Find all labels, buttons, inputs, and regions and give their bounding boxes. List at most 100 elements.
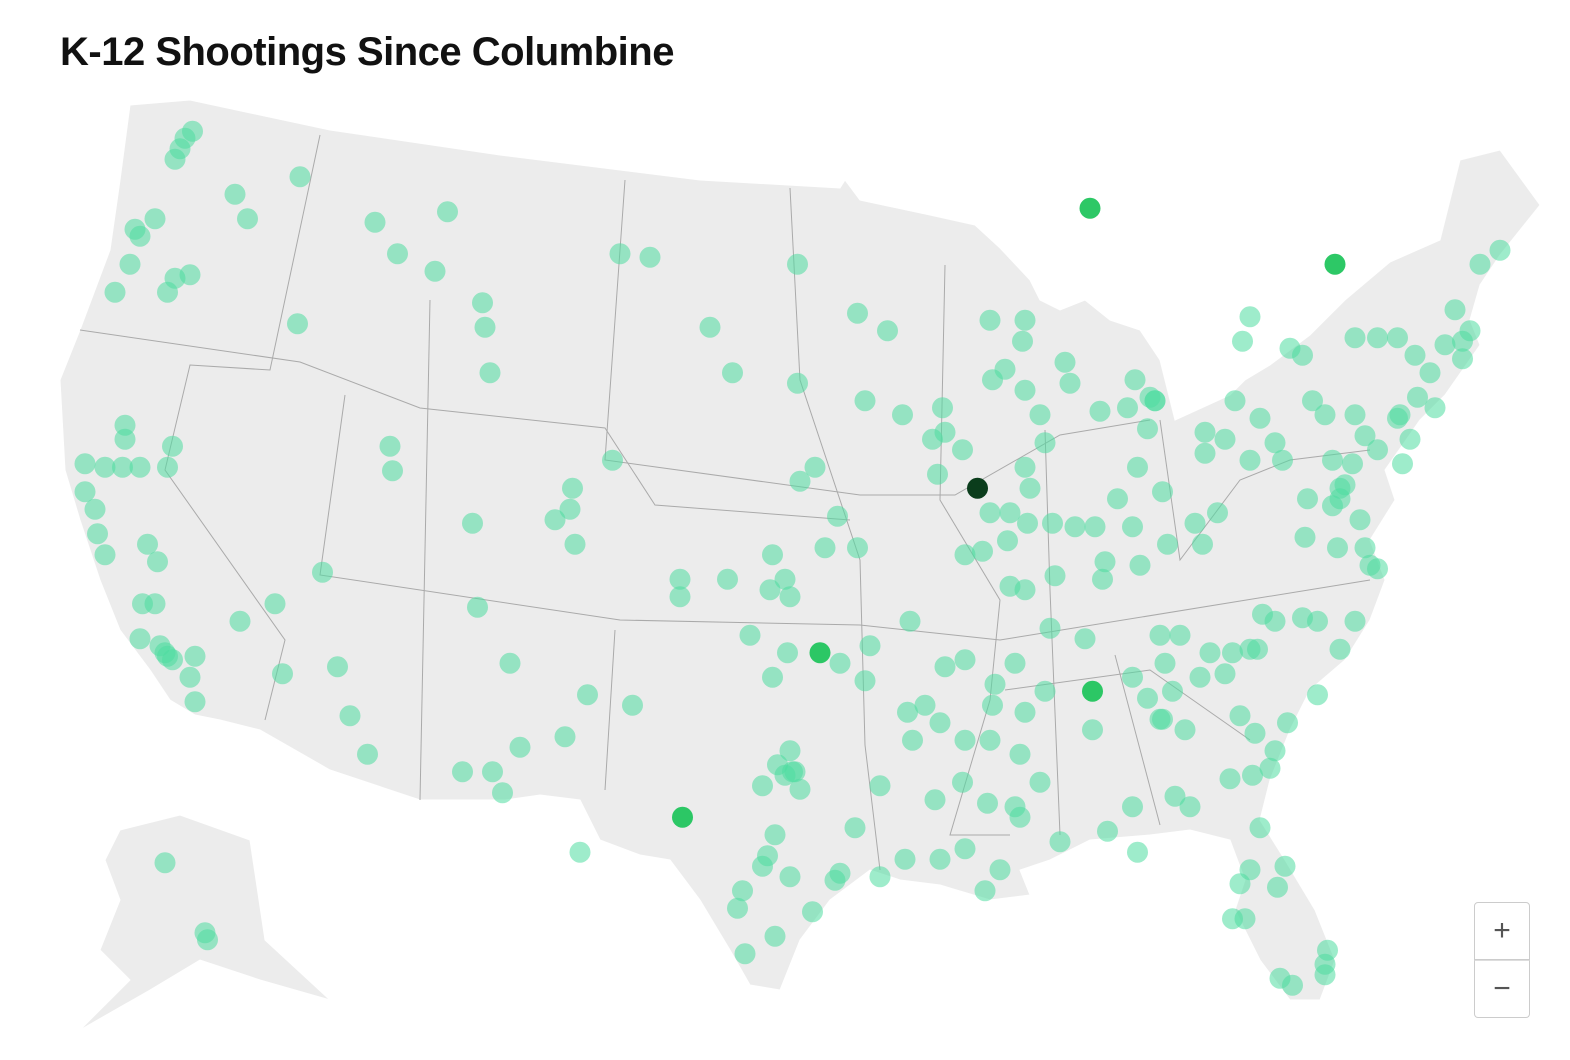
shooting-dot (974, 880, 996, 902)
shooting-dot (1089, 400, 1111, 422)
shooting-dot (1084, 516, 1106, 538)
shooting-dot (952, 439, 973, 461)
shooting-dot (877, 320, 898, 342)
shooting-dot (1094, 551, 1116, 573)
shooting-dot (499, 652, 521, 674)
shooting-dot (622, 694, 643, 716)
shooting-dot (424, 260, 446, 282)
shooting-dot (1489, 239, 1511, 261)
shooting-dot (569, 841, 591, 863)
shooting-dot (94, 456, 116, 478)
shooting-dot (339, 705, 361, 727)
shooting-dot (452, 761, 473, 783)
shooting-dot (1039, 617, 1061, 639)
shooting-dot (1264, 740, 1286, 762)
shooting-dot (954, 649, 976, 671)
shooting-dot (869, 775, 891, 797)
shooting-dot (1292, 344, 1313, 366)
shooting-dot (1009, 743, 1031, 765)
shooting-dot (722, 362, 743, 384)
shooting-dot (1014, 579, 1036, 601)
shooting-dot (1169, 624, 1191, 646)
shooting-dot (327, 656, 348, 678)
shooting-dot (802, 901, 823, 923)
shooting-dot (732, 880, 753, 902)
shooting-dot (982, 694, 1003, 716)
shooting-dot (1329, 488, 1351, 510)
shooting-dot (977, 792, 998, 814)
shooting-dot (1247, 638, 1268, 660)
shooting-dot (979, 502, 1001, 524)
shooting-dot (1214, 428, 1236, 450)
shooting-dot (894, 848, 916, 870)
shooting-dot (182, 120, 203, 142)
shooting-dot (272, 663, 293, 685)
shooting-dot (979, 729, 1001, 751)
shooting-dot (1214, 663, 1236, 685)
shooting-dot (854, 670, 876, 692)
shooting-dot (87, 523, 108, 545)
shooting-dot (897, 701, 918, 723)
shooting-dot (699, 316, 721, 338)
shooting-dot (1282, 974, 1303, 996)
shooting-dot (829, 862, 851, 884)
shooting-dot (1249, 407, 1271, 429)
shooting-dot (999, 502, 1021, 524)
shooting-dot (1082, 719, 1103, 741)
shooting-dot (482, 761, 503, 783)
shooting-dot (1079, 197, 1101, 219)
shooting-dot (1407, 386, 1428, 408)
shooting-dot (774, 568, 796, 590)
border (419, 299, 431, 801)
shooting-dot (1117, 397, 1138, 419)
shooting-dot (602, 449, 623, 471)
shooting-dot (1452, 348, 1473, 370)
shooting-dot (809, 642, 831, 664)
shooting-dot (1122, 796, 1143, 818)
shooting-dot (1239, 449, 1261, 471)
shooting-dot (197, 929, 218, 951)
shooting-dot (1302, 390, 1323, 412)
shooting-dot (467, 596, 488, 618)
shooting-dot (1249, 817, 1271, 839)
dots (74, 120, 1511, 996)
shooting-dot (1029, 771, 1051, 793)
shooting-dot (997, 530, 1018, 552)
shooting-dot (1044, 565, 1066, 587)
shooting-dot (924, 789, 946, 811)
zoom-out-button[interactable]: − (1474, 960, 1530, 1018)
shooting-dot (289, 166, 311, 188)
shooting-dot (492, 782, 513, 804)
shooting-dot (777, 642, 798, 664)
shooting-dot (577, 684, 598, 706)
shooting-dot (814, 537, 836, 559)
shooting-dot (112, 456, 133, 478)
shooting-dot (1014, 701, 1036, 723)
shooting-dot (739, 624, 761, 646)
shooting-dot (1107, 488, 1128, 510)
shooting-dot (564, 533, 586, 555)
shooting-dot (1127, 456, 1148, 478)
border (1044, 429, 1061, 836)
shooting-dot (437, 201, 458, 223)
shooting-dot (129, 456, 151, 478)
shooting-dot (544, 509, 566, 531)
border (319, 394, 1371, 641)
shooting-dot (902, 729, 923, 751)
shooting-dot (1124, 369, 1146, 391)
shooting-dot (1344, 327, 1366, 349)
shooting-dot (847, 537, 868, 559)
us-outline (59, 99, 1541, 1001)
zoom-in-button[interactable]: + (1474, 902, 1530, 960)
shooting-dot (752, 855, 773, 877)
shooting-dot (1137, 418, 1158, 440)
shooting-dot (1184, 512, 1206, 534)
shooting-dot (1149, 708, 1171, 730)
shooting-dot (1367, 327, 1388, 349)
shooting-dot (734, 943, 756, 965)
border (164, 134, 321, 721)
shooting-dot (472, 292, 493, 314)
shooting-dot (932, 397, 953, 419)
shooting-dot (764, 925, 786, 947)
